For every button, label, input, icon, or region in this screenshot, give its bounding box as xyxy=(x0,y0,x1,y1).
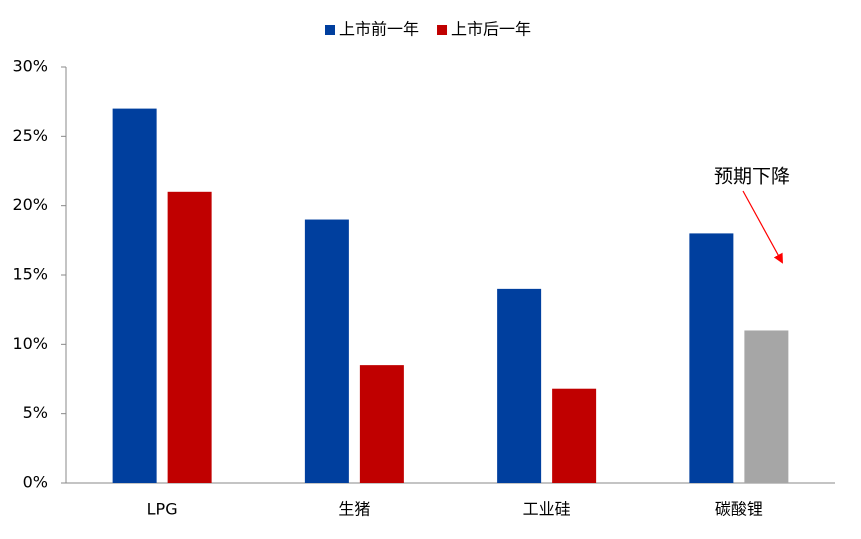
x-tick-label: LPG xyxy=(147,500,178,519)
bar xyxy=(304,219,349,484)
legend-swatch xyxy=(325,25,335,35)
bar xyxy=(497,288,542,483)
y-tick-label: 0% xyxy=(23,473,48,492)
y-tick-label: 20% xyxy=(12,195,48,214)
bar xyxy=(359,365,404,483)
bar xyxy=(552,388,597,483)
y-tick-label: 10% xyxy=(12,334,48,353)
bar xyxy=(167,191,212,484)
x-tick-label: 碳酸锂 xyxy=(715,500,763,519)
y-tick-label: 5% xyxy=(23,403,48,422)
legend-swatch xyxy=(437,25,448,35)
y-tick-label: 15% xyxy=(12,265,48,284)
bar xyxy=(112,108,157,483)
x-tick-label: 工业硅 xyxy=(523,500,571,519)
y-tick-label: 30% xyxy=(12,57,48,76)
annotation: 预期下降 xyxy=(714,166,790,188)
y-tick-label: 25% xyxy=(12,126,48,145)
bar xyxy=(689,233,734,483)
x-tick-label: 生猪 xyxy=(338,500,370,519)
bar xyxy=(744,330,789,483)
legend-label: 上市后一年 xyxy=(451,20,531,39)
legend-label: 上市前一年 xyxy=(339,20,419,39)
annotation-arrow xyxy=(742,190,783,264)
